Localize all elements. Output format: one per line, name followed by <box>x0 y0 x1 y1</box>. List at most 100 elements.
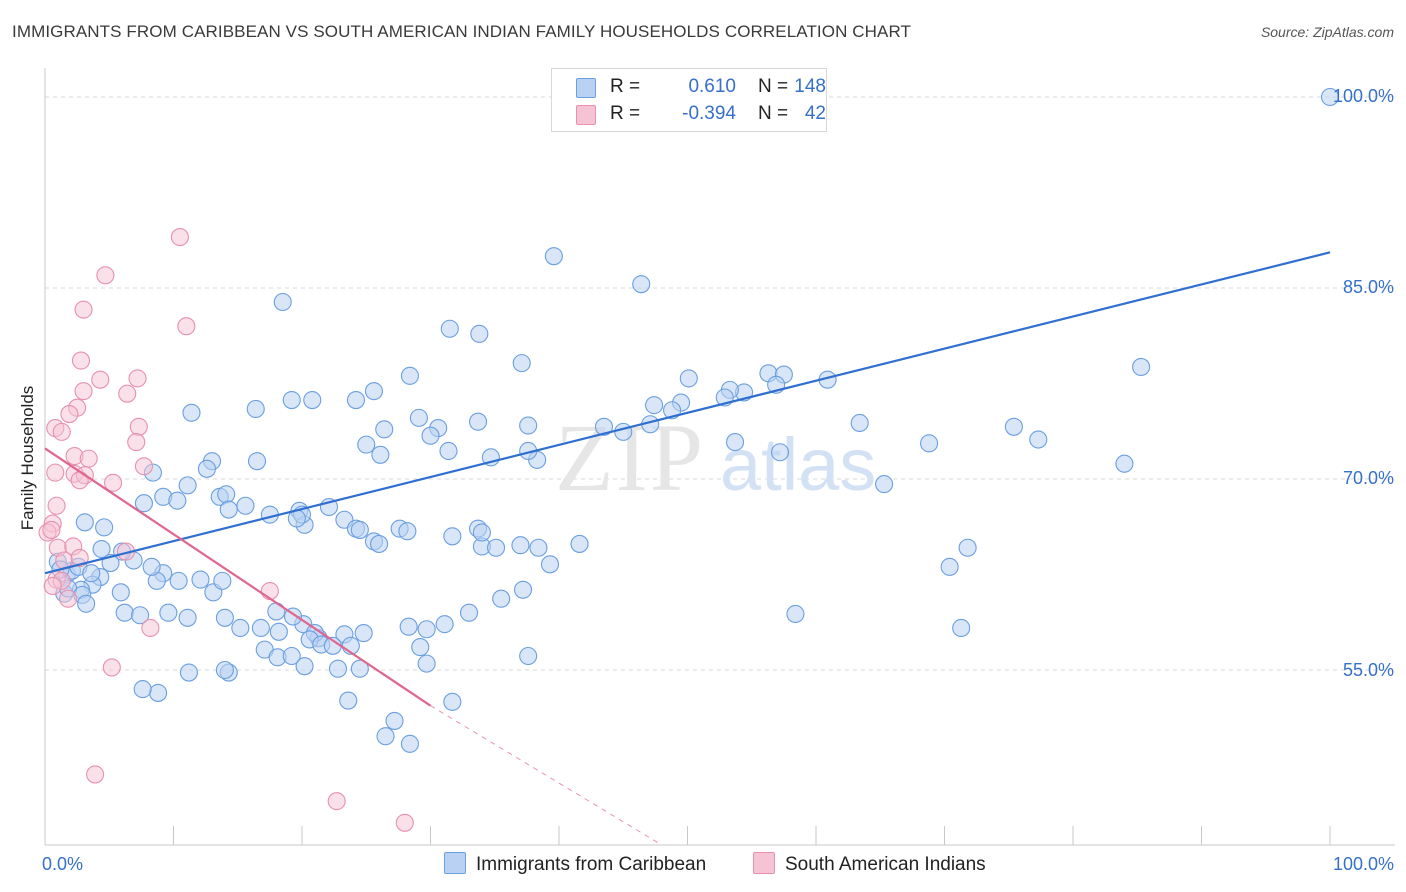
data-point-south-american <box>134 457 153 476</box>
data-point-caribbean <box>231 618 250 638</box>
data-point-caribbean <box>350 520 369 539</box>
data-point-caribbean <box>470 324 489 343</box>
data-point-caribbean <box>1029 430 1048 449</box>
data-point-caribbean <box>519 416 538 435</box>
bottom-legend-caribbean: Immigrants from Caribbean <box>444 852 706 876</box>
y-axis-label: Family Households <box>18 385 37 531</box>
data-point-caribbean <box>958 538 977 557</box>
data-point-caribbean <box>75 513 94 532</box>
data-point-caribbean <box>492 589 511 608</box>
data-point-caribbean <box>940 557 959 576</box>
data-point-caribbean <box>435 615 454 634</box>
data-point-south-american <box>79 449 98 468</box>
data-point-caribbean <box>375 420 394 439</box>
data-point-caribbean <box>440 319 459 338</box>
legend-swatch-blue <box>576 78 596 98</box>
data-point-caribbean <box>519 646 538 666</box>
watermark-atlas: atlas <box>720 423 876 506</box>
data-point-caribbean <box>169 571 188 590</box>
legend-r-value: 0.610 <box>688 76 736 97</box>
data-point-caribbean <box>512 354 531 373</box>
data-point-caribbean <box>370 534 389 553</box>
x-tick-label-left: 0.0% <box>42 854 84 874</box>
legend-r-value: -0.394 <box>682 103 736 124</box>
data-point-south-american <box>127 433 146 452</box>
data-point-caribbean <box>273 292 292 312</box>
data-point-caribbean <box>400 366 419 385</box>
data-point-caribbean <box>920 434 939 453</box>
data-point-caribbean <box>421 426 440 445</box>
data-point-caribbean <box>417 620 436 639</box>
legend-n-value: 42 <box>804 103 826 124</box>
data-point-south-american <box>42 520 61 539</box>
data-point-caribbean <box>178 608 197 627</box>
data-point-caribbean <box>346 391 366 410</box>
data-point-caribbean <box>594 417 614 436</box>
data-point-caribbean <box>376 727 395 746</box>
data-point-south-american <box>86 765 105 784</box>
data-point-caribbean <box>219 500 238 519</box>
data-point-caribbean <box>1115 454 1134 473</box>
data-point-south-american <box>74 300 93 319</box>
watermark-zip: ZIP <box>555 404 705 511</box>
data-point-south-american <box>47 496 66 515</box>
y-tick-label: 70.0% <box>1342 468 1394 488</box>
data-point-south-american <box>327 792 346 811</box>
data-point-caribbean <box>350 659 369 678</box>
y-tick-label: 85.0% <box>1342 277 1394 297</box>
data-point-caribbean <box>357 435 376 454</box>
data-point-south-american <box>395 813 414 832</box>
data-point-caribbean <box>614 422 633 441</box>
trend-line-south-american <box>44 447 432 707</box>
data-point-caribbean <box>179 663 198 682</box>
data-point-south-american <box>104 473 123 492</box>
data-point-caribbean <box>246 399 265 419</box>
data-point-caribbean <box>328 659 348 678</box>
data-point-caribbean <box>875 475 894 494</box>
data-point-caribbean <box>544 247 563 266</box>
chart-source: Source: ZipAtlas.com <box>1260 24 1394 40</box>
data-point-caribbean <box>570 534 589 553</box>
data-point-caribbean <box>182 403 201 422</box>
data-point-south-american <box>74 382 93 401</box>
data-point-caribbean <box>486 538 506 557</box>
y-tick-label: 55.0% <box>1342 660 1394 680</box>
data-point-south-american <box>141 618 160 638</box>
data-point-caribbean <box>952 618 971 638</box>
data-point-caribbean <box>385 711 404 730</box>
data-point-caribbean <box>111 583 130 602</box>
data-point-caribbean <box>159 603 178 622</box>
legend-n-label: N = <box>758 76 789 97</box>
data-point-caribbean <box>303 391 322 410</box>
data-point-caribbean <box>468 412 488 431</box>
data-point-caribbean <box>178 476 197 495</box>
data-point-caribbean <box>632 275 651 294</box>
data-point-caribbean <box>786 604 805 624</box>
data-point-caribbean <box>133 680 152 699</box>
data-point-caribbean <box>115 603 134 622</box>
data-point-caribbean <box>1132 357 1151 376</box>
series-caribbean-points <box>48 87 1340 753</box>
data-point-caribbean <box>282 391 301 410</box>
legend-n-value: 148 <box>794 76 826 97</box>
data-point-caribbean <box>131 606 150 625</box>
data-point-caribbean <box>269 622 288 641</box>
data-point-caribbean <box>511 536 530 555</box>
data-point-caribbean <box>400 734 419 753</box>
data-point-south-american <box>59 589 78 608</box>
data-point-south-american <box>52 422 71 441</box>
data-point-south-american <box>70 548 89 567</box>
data-point-caribbean <box>540 555 560 574</box>
data-point-caribbean <box>282 646 301 666</box>
axes <box>44 68 1395 846</box>
data-point-caribbean <box>215 608 234 627</box>
data-point-caribbean <box>770 443 790 462</box>
trend-line-south-american-extension <box>430 705 663 846</box>
data-point-caribbean <box>417 654 436 673</box>
data-point-caribbean <box>529 538 548 557</box>
data-point-south-american <box>60 405 79 424</box>
data-point-caribbean <box>191 570 210 589</box>
legend-r-label: R = <box>610 103 641 124</box>
data-point-caribbean <box>77 594 96 613</box>
data-point-south-american <box>102 658 121 677</box>
